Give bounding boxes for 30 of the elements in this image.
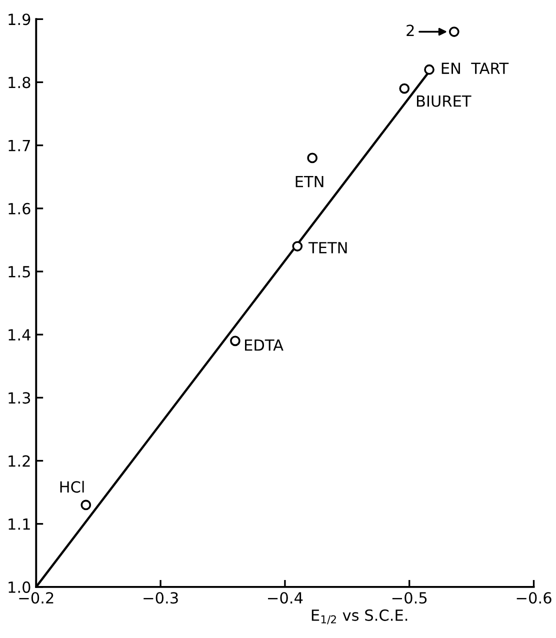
x-tick-label: −0.3 (144, 592, 178, 604)
annotation: TETN (308, 242, 347, 254)
annotation: ETN (296, 176, 324, 188)
y-tick-label: 1.2 (8, 455, 30, 467)
point (399, 83, 410, 94)
point (230, 336, 240, 346)
x-tick-label: −0.6 (516, 592, 552, 604)
annotation: 2 (406, 24, 414, 36)
x-tick-label: −0.4 (268, 592, 303, 604)
annotation: HCl (60, 480, 84, 493)
point (424, 64, 434, 75)
x-tick-label: −0.5 (392, 592, 427, 604)
annotation: EN TART (442, 62, 509, 74)
point (448, 26, 460, 37)
x-axis-title: E$_{1/2}$ vs S.C.E. (312, 609, 408, 624)
y-tick-label: 1.0 (8, 581, 30, 593)
annotation: BIURET (416, 96, 472, 107)
point (307, 152, 318, 164)
y-tick-label: 1.7 (8, 140, 30, 152)
y-tick-label: 1.4 (8, 329, 30, 340)
point (80, 500, 92, 510)
y-tick-label: 1.9 (8, 14, 30, 26)
y-tick-label: 1.1 (8, 518, 30, 530)
point (292, 241, 303, 252)
x-tick-label: −0.2 (19, 592, 54, 604)
y-tick-label: 1.8 (8, 76, 30, 88)
y-tick-label: 1.6 (8, 202, 30, 214)
y-tick-label: 1.5 (8, 266, 30, 278)
y-tick-label: 1.3 (8, 392, 30, 404)
annotation: EDTA (245, 340, 284, 351)
